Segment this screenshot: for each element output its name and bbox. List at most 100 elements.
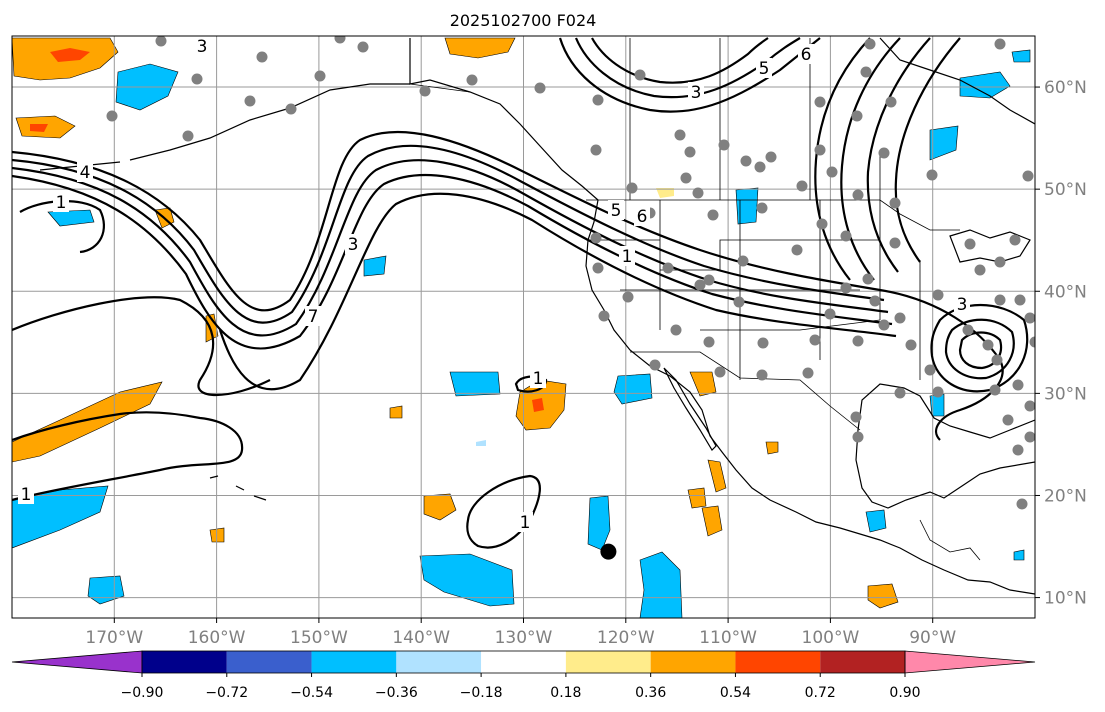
contour-2 (12, 144, 885, 324)
station-dot (592, 94, 604, 106)
colorbar-segment (565, 651, 651, 673)
station-dot (962, 324, 974, 336)
us-canada-border (586, 199, 960, 231)
contour-17 (894, 37, 961, 263)
station-dot (989, 384, 1001, 396)
station-dot (694, 279, 706, 291)
positive-region (389, 405, 403, 419)
contour-label-bg (619, 246, 635, 266)
station-dot (851, 110, 863, 122)
contour-label: 6 (637, 207, 648, 227)
station-dot (869, 295, 881, 307)
contour-15 (840, 37, 901, 281)
colorbar-frame (141, 650, 906, 674)
station-dot (878, 319, 890, 331)
station-dot (598, 310, 610, 322)
lon-tick-label: 140°W (392, 628, 450, 648)
great-lakes (949, 229, 1031, 263)
station-dot (191, 73, 203, 85)
negative-region (929, 125, 959, 161)
station-dot (932, 386, 944, 398)
north-america-coastline (409, 38, 1035, 595)
negative-region (1011, 49, 1031, 63)
graticule (12, 36, 1035, 618)
alaska-coastline (129, 83, 410, 161)
station-dot (894, 312, 906, 324)
station-dot (852, 189, 864, 201)
station-dot (926, 169, 938, 181)
station-dot (680, 172, 692, 184)
station-dot (740, 155, 752, 167)
contour-label: 4 (80, 163, 91, 183)
colorbar-tick-label: −0.18 (460, 685, 503, 701)
station-dot (534, 82, 546, 94)
station-dot (1012, 444, 1024, 456)
station-dot (791, 244, 803, 256)
lon-tick-label: 120°W (597, 628, 655, 648)
colorbar-tick-label: −0.90 (121, 685, 164, 701)
station-dot (590, 232, 602, 244)
station-dot (244, 95, 256, 107)
negative-region (449, 371, 501, 397)
station-dot (714, 366, 726, 378)
lat-tick-label: 40°N (1044, 282, 1087, 302)
contour-6 (19, 200, 105, 254)
station-dot (796, 180, 808, 192)
station-dot (649, 359, 661, 371)
contour-13 (591, 37, 769, 84)
station-dot (889, 237, 901, 249)
negative-region (1013, 549, 1025, 561)
station-dot (889, 197, 901, 209)
contour-7 (12, 296, 271, 396)
longitude-axis: 170°W 160°W 150°W 140°W 130°W 120°W 110°W 100°W… (85, 618, 956, 648)
station-dot (106, 110, 118, 122)
station-dot (1016, 498, 1028, 510)
station-dot (824, 308, 836, 320)
contour-label: 5 (611, 201, 622, 221)
station-dot (852, 335, 864, 347)
station-dot (814, 96, 826, 108)
contour-label-bg (688, 82, 704, 102)
map-title: 2025102700 F024 (450, 11, 597, 30)
colorbar-tick-label: 0.36 (635, 685, 666, 701)
center-marker (600, 543, 617, 560)
contour-label-bg (345, 234, 361, 254)
station-dot (703, 336, 715, 348)
contour-label: 1 (520, 513, 531, 533)
colorbar-tick-label: −0.72 (205, 685, 248, 701)
contour-label: 3 (348, 235, 359, 255)
positive-region (12, 381, 163, 463)
contour-label: 3 (197, 37, 208, 57)
station-dot (809, 334, 821, 346)
contour-label-bg (756, 58, 772, 78)
colorbar-segment (820, 651, 905, 673)
hawaii-islands (209, 475, 267, 501)
station-dot (1024, 312, 1035, 324)
station-dot (885, 96, 897, 108)
station-dot (814, 144, 826, 156)
station-dot (994, 38, 1006, 50)
canada-provinces (629, 38, 881, 200)
lon-tick-label: 150°W (290, 628, 348, 648)
contour-label: 7 (308, 307, 319, 327)
station-dot (285, 103, 297, 115)
negative-region (87, 575, 125, 605)
strong-positive-region (532, 398, 544, 412)
positive-region (656, 188, 674, 198)
low-contour-mid (944, 318, 1015, 380)
station-dot (737, 255, 749, 267)
station-dot (334, 36, 346, 44)
lon-tick-label: 100°W (802, 628, 860, 648)
station-dot (622, 291, 634, 303)
negative-region (639, 551, 683, 618)
contour-label-bg (194, 36, 210, 56)
map-area: 1 4 3 7 1 1 1 1 6 5 3 5 6 3 (12, 36, 1035, 618)
contour-labels: 1 4 3 7 1 1 1 1 6 5 3 5 6 3 (18, 36, 970, 533)
contour-label-bg (77, 162, 93, 182)
colorbar-tick-label: −0.36 (375, 685, 418, 701)
station-dot (974, 264, 986, 276)
station-dot (756, 369, 768, 381)
colorbar-tick-label: 0.72 (805, 685, 836, 701)
station-dot (924, 364, 936, 376)
station-dot (592, 262, 604, 274)
